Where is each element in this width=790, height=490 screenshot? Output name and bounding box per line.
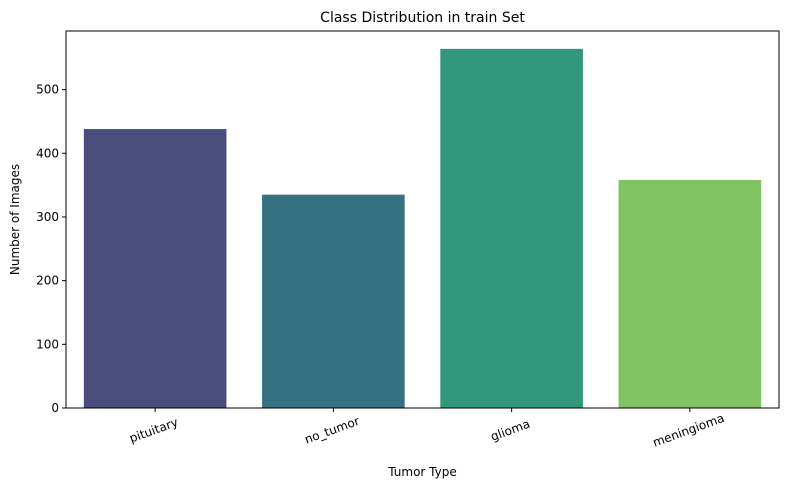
bars-group (83, 48, 762, 408)
y-tick-label: 500 (36, 83, 59, 97)
bar-glioma (440, 48, 583, 408)
y-axis-ticks: 0 100 200 300 400 500 (36, 83, 66, 415)
bar-no-tumor (262, 194, 405, 408)
y-tick-label: 400 (36, 146, 59, 160)
y-tick-label: 0 (51, 401, 59, 415)
x-axis-label: Tumor Type (387, 465, 456, 479)
x-tick-label: glioma (489, 417, 532, 444)
y-tick-label: 300 (36, 210, 59, 224)
bar-meningioma (618, 180, 762, 408)
x-axis-ticks: pituitary no_tumor glioma meningioma (128, 408, 726, 450)
y-tick-label: 100 (36, 337, 59, 351)
x-tick-label: pituitary (128, 415, 180, 445)
bar-pituitary (83, 129, 227, 408)
chart-title: Class Distribution in train Set (320, 10, 525, 26)
plot-frame (65, 30, 780, 409)
y-axis-label: Number of Images (8, 164, 22, 275)
x-tick-label: meningioma (651, 411, 726, 450)
x-tick-label: no_tumor (303, 414, 362, 447)
y-tick-label: 200 (36, 274, 59, 288)
